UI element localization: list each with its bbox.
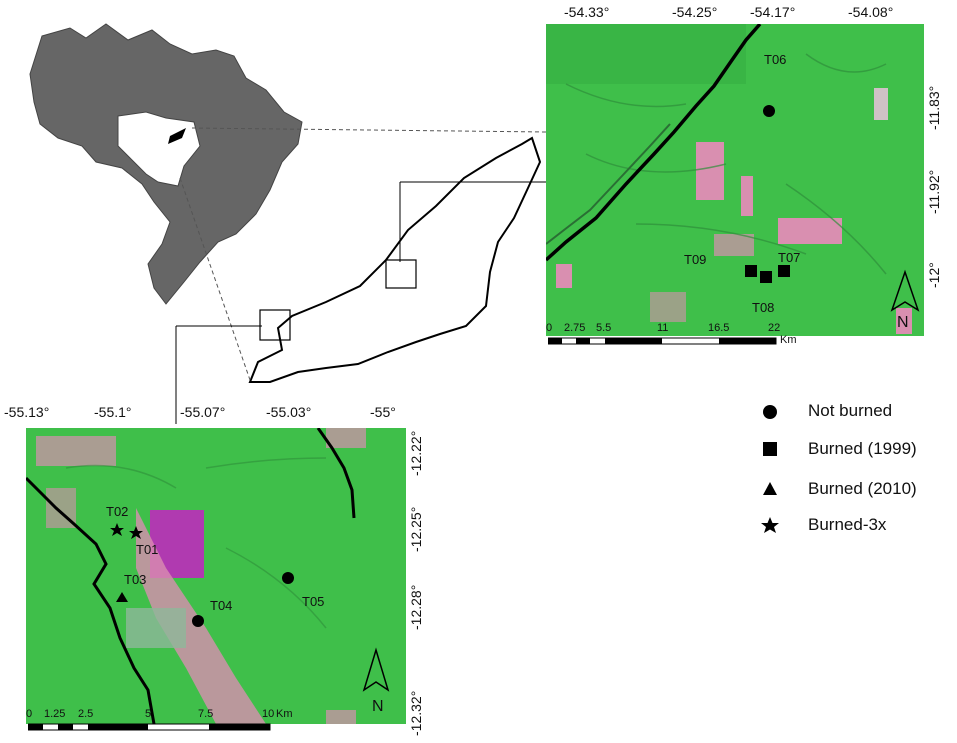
site-t04-label: T04 bbox=[210, 598, 233, 613]
site-t09-marker bbox=[745, 265, 757, 277]
legend-label-burned-2010: Burned (2010) bbox=[808, 479, 917, 498]
bottom-border-line-right bbox=[316, 428, 356, 519]
bottom-scale-3: 5 bbox=[145, 708, 152, 720]
top-lon-tick-2: -54.25° bbox=[672, 4, 718, 20]
top-lat-tick-1: -11.83° bbox=[926, 85, 942, 130]
bottom-scale-4: 7.5 bbox=[198, 708, 214, 720]
top-scale-5: 22 bbox=[768, 322, 781, 334]
basin-outline bbox=[248, 136, 542, 383]
top-scale-4: 16.5 bbox=[708, 322, 730, 334]
top-inset-map bbox=[546, 24, 924, 336]
site-t06-marker bbox=[763, 105, 775, 117]
top-lon-tick-4: -54.08° bbox=[848, 4, 894, 20]
site-t05-label: T05 bbox=[302, 594, 325, 609]
bottom-lat-tick-2: -12.25° bbox=[408, 506, 424, 552]
site-t03-marker bbox=[116, 592, 128, 602]
site-t07-marker bbox=[778, 265, 790, 277]
top-scale-3: 11 bbox=[657, 322, 669, 334]
bottom-scale-5: 10 bbox=[262, 708, 275, 720]
top-inset-imagery bbox=[546, 24, 924, 336]
site-t04-marker bbox=[192, 615, 204, 627]
bottom-scale-bar bbox=[28, 723, 271, 731]
site-t06-label: T06 bbox=[764, 52, 787, 67]
bottom-lat-tick-1: -12.22° bbox=[408, 430, 424, 476]
bottom-lon-tick-2: -55.1° bbox=[94, 404, 132, 420]
legend-star-icon bbox=[761, 517, 779, 533]
top-north-label: N bbox=[897, 314, 909, 331]
legend-triangle-icon bbox=[763, 482, 777, 495]
bottom-lon-tick-5: -55° bbox=[370, 404, 396, 420]
legend: Not burned Burned (1999) Burned (2010) B… bbox=[756, 400, 946, 540]
bottom-north-arrow bbox=[362, 647, 390, 692]
site-t01-label: T01 bbox=[136, 542, 159, 557]
top-scale-1: 2.75 bbox=[564, 322, 586, 334]
top-lon-tick-1: -54.33° bbox=[564, 4, 610, 20]
site-t08-marker bbox=[760, 271, 772, 283]
top-north-arrow bbox=[890, 269, 920, 312]
bottom-lon-tick-3: -55.07° bbox=[180, 404, 226, 420]
top-river bbox=[546, 24, 762, 262]
site-t02-marker bbox=[110, 523, 124, 536]
legend-symbols bbox=[761, 405, 779, 533]
legend-label-burned-1999: Burned (1999) bbox=[808, 439, 917, 458]
legend-label-burned-3x: Burned-3x bbox=[808, 515, 887, 534]
site-t02-label: T02 bbox=[106, 504, 129, 519]
top-inset-box bbox=[385, 259, 417, 289]
mato-grosso-state bbox=[117, 111, 201, 187]
bottom-map-symbols bbox=[110, 523, 390, 692]
legend-label-not-burned: Not burned bbox=[808, 401, 893, 420]
top-lon-tick-3: -54.17° bbox=[750, 4, 796, 20]
brazil-overview-map bbox=[29, 23, 303, 305]
site-t08-label: T08 bbox=[752, 300, 775, 315]
bottom-border-line-left bbox=[26, 476, 156, 724]
legend-circle-icon bbox=[763, 405, 777, 419]
bottom-lat-tick-4: -12.32° bbox=[408, 690, 424, 736]
bottom-scale-unit: Km bbox=[276, 708, 293, 720]
top-scale-bar bbox=[548, 337, 777, 345]
bottom-scale-2: 2.5 bbox=[78, 708, 94, 720]
site-t03-label: T03 bbox=[124, 572, 147, 587]
study-area-marker bbox=[168, 128, 186, 144]
site-t05-marker bbox=[282, 572, 294, 584]
site-t07-label: T07 bbox=[778, 250, 801, 265]
top-scale-0: 0 bbox=[546, 322, 553, 334]
bottom-lon-tick-4: -55.03° bbox=[266, 404, 312, 420]
top-scale-unit: Km bbox=[780, 334, 797, 346]
bottom-lon-tick-1: -55.13° bbox=[4, 404, 50, 420]
bottom-north-label: N bbox=[372, 698, 384, 715]
top-lat-tick-3: -12° bbox=[926, 262, 942, 288]
site-t01-marker bbox=[129, 526, 143, 539]
bottom-lat-tick-3: -12.28° bbox=[408, 584, 424, 630]
bottom-scale-1: 1.25 bbox=[44, 708, 66, 720]
bottom-inset-imagery bbox=[26, 428, 406, 724]
top-map-symbols bbox=[745, 105, 920, 312]
top-lat-tick-2: -11.92° bbox=[926, 169, 942, 214]
top-scale-2: 5.5 bbox=[596, 322, 612, 334]
bottom-scale-0: 0 bbox=[26, 708, 33, 720]
legend-square-icon bbox=[763, 442, 777, 456]
bottom-inset-map bbox=[26, 428, 406, 724]
site-t09-label: T09 bbox=[684, 252, 707, 267]
bottom-inset-box bbox=[259, 309, 291, 341]
